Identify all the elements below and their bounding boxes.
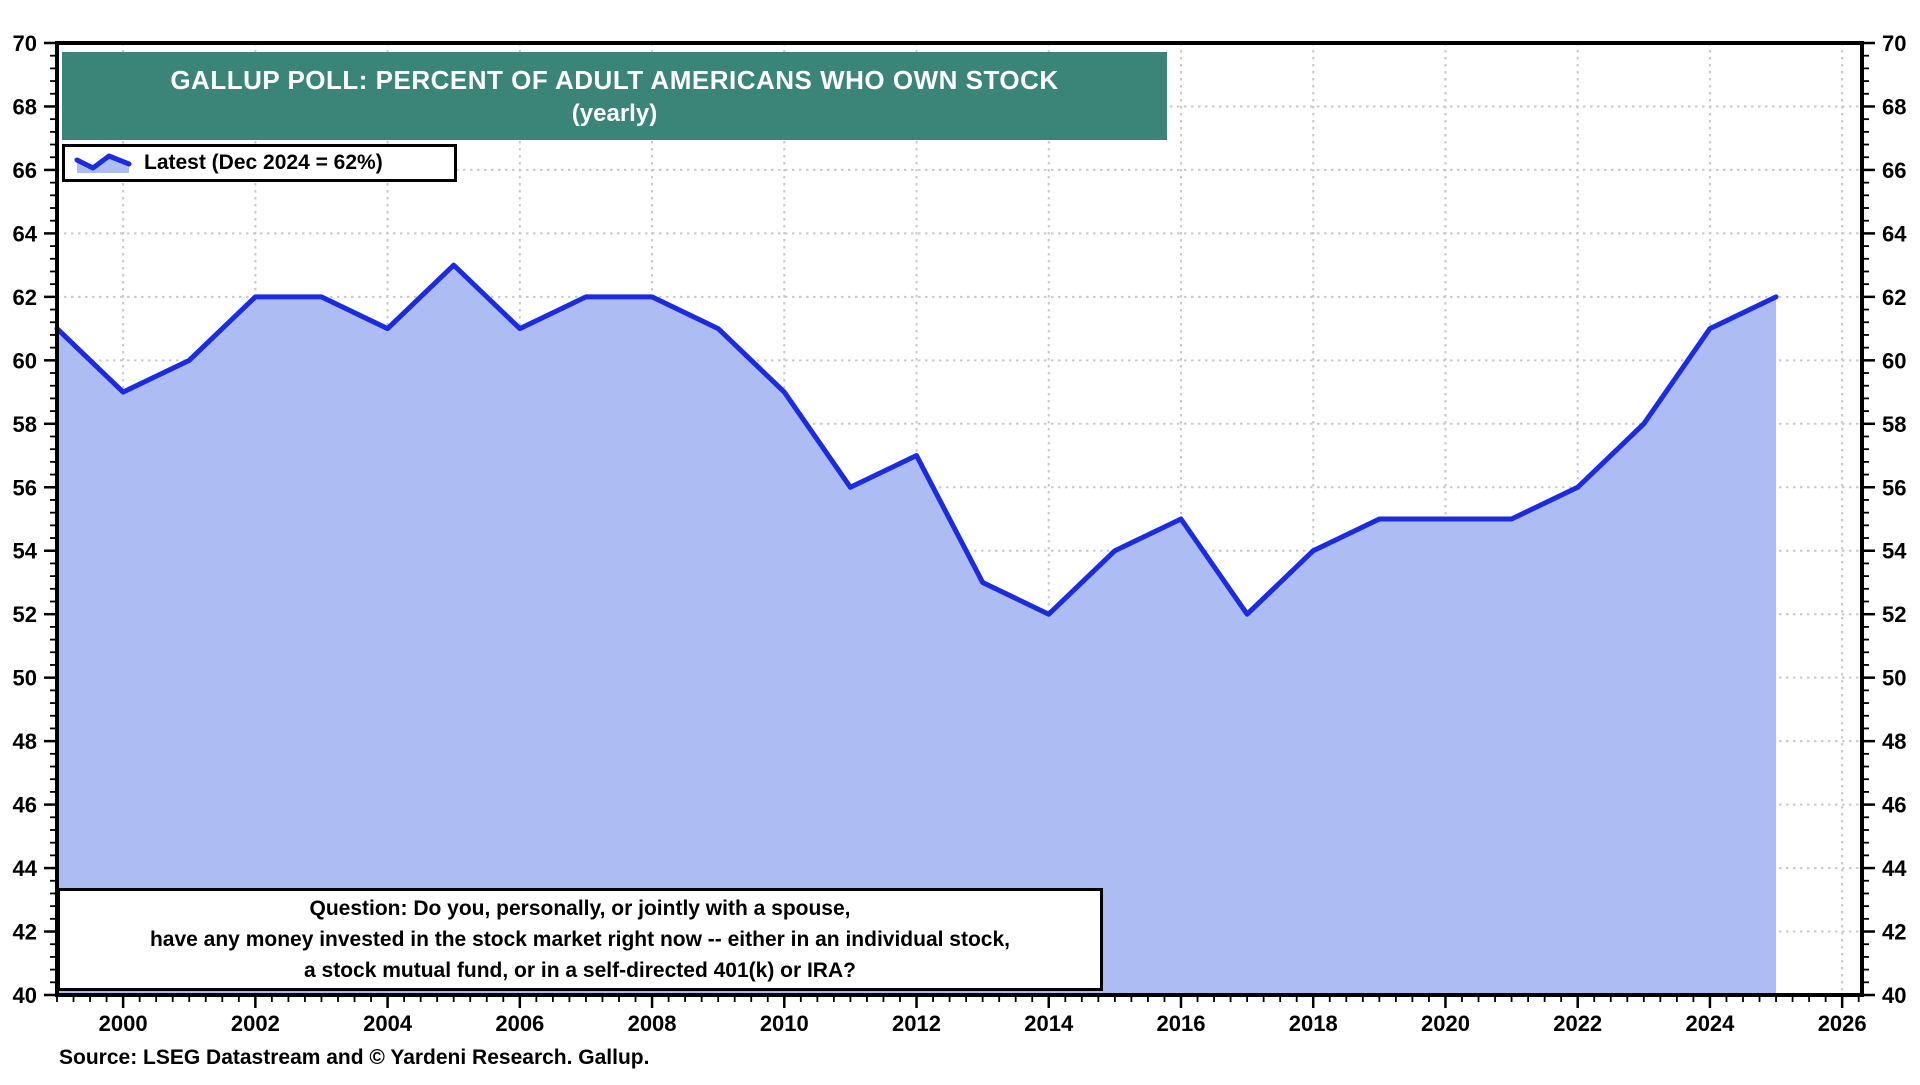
y-axis-label-left: 70 (13, 31, 37, 56)
y-axis-label-right: 62 (1882, 285, 1906, 310)
plot-frame (55, 41, 1864, 997)
y-axis-label-right: 44 (1882, 856, 1907, 881)
axis-tick-labels: 40 40 42 42 44 44 46 46 48 48 50 50 52 52 54 54 56 56 58 58… (13, 31, 1908, 1036)
source-credit: Source: LSEG Datastream and © Yardeni Re… (59, 1046, 650, 1069)
x-axis-label: 2024 (1685, 1011, 1735, 1036)
x-axis-label: 2006 (495, 1011, 544, 1036)
x-axis-label: 2022 (1553, 1011, 1602, 1036)
y-axis-label-left: 68 (13, 94, 37, 119)
y-axis-label-left: 48 (13, 729, 37, 754)
chart-title: GALLUP POLL: PERCENT OF ADULT AMERICANS … (170, 64, 1059, 95)
x-axis-label: 2012 (892, 1011, 941, 1036)
x-axis-label: 2008 (628, 1011, 677, 1036)
legend-label: Latest (Dec 2024 = 62%) (144, 151, 383, 174)
x-axis-label: 2002 (231, 1011, 280, 1036)
y-axis-label-right: 50 (1882, 666, 1906, 691)
y-axis-label-left: 42 (13, 920, 37, 945)
y-axis-label-left: 44 (13, 856, 38, 881)
y-axis-label-left: 40 (13, 983, 37, 1008)
y-axis-label-left: 60 (13, 348, 37, 373)
y-axis-label-right: 48 (1882, 729, 1906, 754)
y-axis-label-right: 42 (1882, 920, 1906, 945)
y-axis-label-right: 58 (1882, 412, 1906, 437)
question-line: have any money invested in the stock mar… (149, 927, 1011, 951)
y-axis-label-left: 64 (13, 221, 38, 246)
y-axis-label-right: 40 (1882, 983, 1906, 1008)
area-series (54, 262, 1779, 996)
question-annotation-box: Question: Do you, personally, or jointly… (57, 888, 1103, 991)
y-axis-label-left: 66 (13, 158, 37, 183)
y-axis-label-left: 52 (13, 602, 37, 627)
y-axis-label-right: 64 (1882, 221, 1907, 246)
question-line: a stock mutual fund, or in a self-direct… (304, 958, 856, 982)
y-axis-label-left: 54 (13, 539, 38, 564)
x-axis-label: 2026 (1818, 1011, 1867, 1036)
x-axis-label: 2010 (760, 1011, 809, 1036)
y-axis-label-left: 56 (13, 475, 37, 500)
x-axis-label: 2000 (99, 1011, 148, 1036)
y-axis-label-right: 70 (1882, 31, 1906, 56)
y-axis-label-left: 50 (13, 666, 37, 691)
y-axis-label-right: 68 (1882, 94, 1906, 119)
chart-subtitle: (yearly) (571, 99, 658, 127)
chart-title-bar: GALLUP POLL: PERCENT OF ADULT AMERICANS … (62, 52, 1167, 140)
y-axis-label-right: 52 (1882, 602, 1906, 627)
legend: Latest (Dec 2024 = 62%) (62, 144, 457, 182)
y-axis-label-left: 58 (13, 412, 37, 437)
y-axis-label-right: 56 (1882, 475, 1906, 500)
y-axis-label-right: 66 (1882, 158, 1906, 183)
x-axis-label: 2018 (1289, 1011, 1338, 1036)
y-axis-label-right: 54 (1882, 539, 1907, 564)
y-axis-label-left: 46 (13, 793, 37, 818)
y-axis-label-left: 62 (13, 285, 37, 310)
x-axis-label: 2014 (1024, 1011, 1074, 1036)
question-line: Question: Do you, personally, or jointly… (309, 896, 851, 920)
area-line-icon (74, 153, 132, 173)
x-axis-label: 2016 (1157, 1011, 1206, 1036)
x-axis-label: 2004 (363, 1011, 413, 1036)
y-axis-label-right: 46 (1882, 793, 1906, 818)
x-axis-label: 2020 (1421, 1011, 1470, 1036)
y-axis-label-right: 60 (1882, 348, 1906, 373)
axis-ticks (44, 41, 1875, 1008)
